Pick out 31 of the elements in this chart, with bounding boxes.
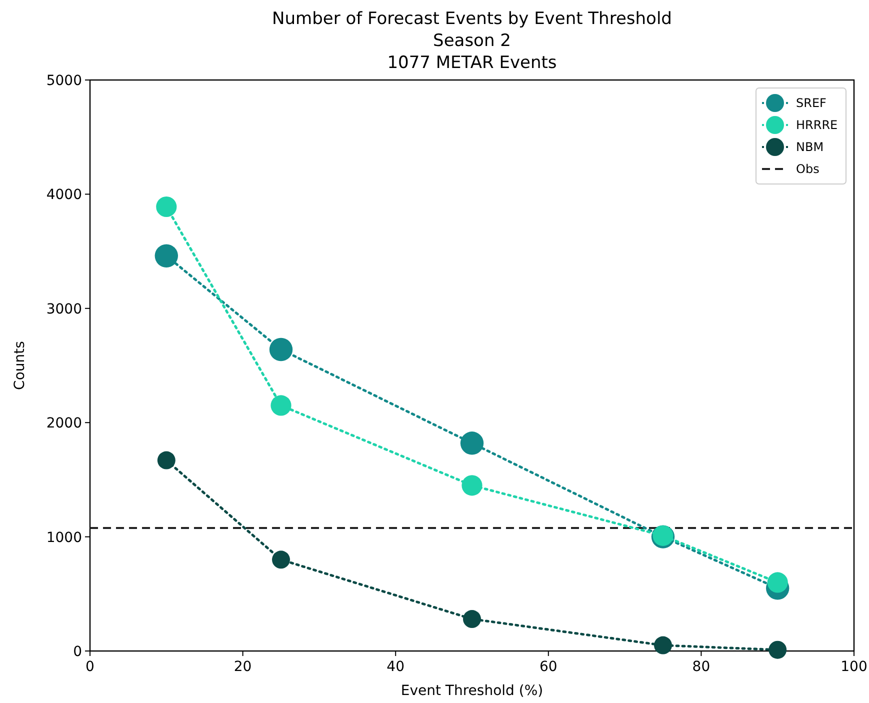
point — [460, 432, 484, 455]
y-tick-label: 4000 — [46, 187, 82, 204]
y-tick-label: 2000 — [46, 416, 82, 432]
point — [768, 640, 787, 659]
legend-label: HRRRE — [796, 118, 838, 132]
x-tick-label: 20 — [234, 659, 252, 675]
point — [462, 475, 482, 496]
y-tick-label: 3000 — [46, 301, 82, 318]
legend-label: SREF — [796, 96, 827, 110]
x-tick-label: 60 — [539, 659, 558, 675]
y-axis-title: Counts — [12, 341, 28, 390]
y-tick-label: 1000 — [46, 530, 82, 546]
y-tick-label: 0 — [73, 644, 82, 660]
x-tick-label: 0 — [86, 659, 94, 675]
x-axis-title: Event Threshold (%) — [400, 683, 544, 699]
legend-label: Obs — [796, 162, 820, 176]
point — [154, 244, 178, 268]
point — [157, 451, 176, 470]
point — [156, 196, 177, 218]
point — [463, 610, 481, 628]
x-tick-label: 40 — [386, 659, 405, 675]
point — [767, 572, 788, 593]
x-tick-label: 80 — [692, 659, 710, 675]
point — [272, 550, 290, 569]
y-tick-label: 5000 — [46, 73, 82, 89]
legend-label: NBM — [796, 140, 824, 154]
x-tick-label: 100 — [840, 659, 868, 675]
point — [270, 395, 292, 416]
point — [654, 636, 672, 654]
point — [269, 338, 293, 362]
chart-title: Number of Forecast Events by Event Threshold Season 2 1077 METAR Events — [272, 9, 672, 73]
